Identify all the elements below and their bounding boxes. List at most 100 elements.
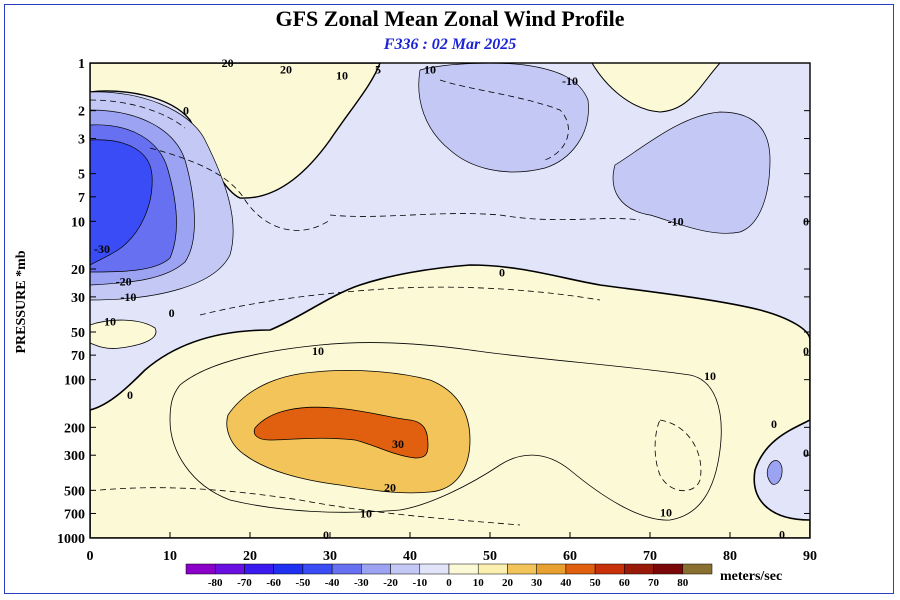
colorbar-units: meters/sec — [720, 569, 783, 584]
y-tick-label: 700 — [64, 507, 85, 522]
contour-label: 10 — [424, 63, 436, 77]
contour-label: 0 — [803, 446, 809, 460]
colorbar-swatch — [624, 563, 654, 575]
colorbar-label: 30 — [531, 577, 543, 589]
colorbar-swatch — [273, 563, 304, 575]
fill-negative-upper-middle — [418, 63, 589, 173]
colorbar-swatch — [536, 563, 567, 575]
y-tick-label: 1000 — [57, 532, 85, 547]
contour-label: 10 — [660, 505, 672, 519]
contour-label: 0 — [779, 527, 785, 541]
x-tick-label: 50 — [483, 549, 497, 564]
colorbar-label: -70 — [237, 577, 252, 589]
colorbar-swatch — [477, 563, 508, 575]
colorbar-swatch — [682, 563, 713, 575]
fill-positive-upper — [90, 63, 381, 199]
colorbar-swatch — [361, 563, 391, 575]
y-tick-label: 100 — [64, 374, 85, 389]
colorbar-label: 0 — [446, 577, 452, 589]
contour-label: 20 — [222, 56, 234, 70]
fill-negative-right — [612, 111, 771, 234]
x-tick-label: 30 — [323, 549, 337, 564]
colorbar-label: -10 — [412, 577, 427, 589]
y-tick-label: 7 — [78, 191, 85, 206]
x-tick-label: 80 — [723, 549, 737, 564]
colorbar-label: -20 — [383, 577, 398, 589]
dash-contour-3 — [199, 286, 601, 316]
colorbar-swatch — [653, 563, 684, 575]
y-tick-label: 500 — [64, 484, 85, 499]
x-tick-label: 90 — [803, 549, 817, 564]
colorbar-swatch — [390, 563, 421, 575]
y-tick-label: 10 — [71, 215, 85, 230]
colorbar-swatch — [594, 563, 625, 575]
colorbar-swatch — [302, 563, 333, 575]
contour-label: -10 — [668, 214, 684, 228]
colorbar-swatch — [419, 563, 450, 575]
contour-label: 10 — [104, 315, 116, 329]
contour-label: 10 — [360, 506, 372, 520]
contour-label: -10 — [120, 290, 136, 304]
fill-positive-upper-right — [591, 63, 721, 113]
contour-label: 0 — [183, 104, 189, 118]
dash-contour-1 — [149, 147, 331, 231]
contour-fill-layer — [90, 63, 810, 538]
colorbar-swatch — [507, 563, 537, 575]
y-tick-label: 70 — [71, 349, 85, 364]
colorbar-label: 20 — [502, 577, 514, 589]
y-tick-label: 20 — [71, 263, 85, 278]
dash-contour-4 — [654, 419, 702, 492]
contour-label: 30 — [392, 437, 404, 451]
colorbar-swatch — [565, 563, 596, 575]
colorbar-label: -40 — [325, 577, 340, 589]
colorbar-swatch — [185, 563, 216, 575]
colorbar-label: 60 — [619, 577, 631, 589]
contour-label: -30 — [94, 242, 110, 256]
colorbar-label: 10 — [473, 577, 485, 589]
colorbar-label: -80 — [208, 577, 223, 589]
y-tick-label: 3 — [78, 133, 85, 148]
dash-contour-6 — [439, 79, 569, 161]
x-axis: 0 10 20 30 40 50 60 70 80 90 — [87, 532, 817, 564]
colorbar-label: -50 — [296, 577, 311, 589]
x-tick-label: 0 — [87, 549, 94, 564]
contour-label: 0 — [127, 388, 133, 402]
colorbar-label: 80 — [677, 577, 689, 589]
contour-label: 20 — [384, 481, 396, 495]
chart-title: GFS Zonal Mean Zonal Wind Profile — [275, 6, 625, 31]
y-tick-label: 50 — [71, 326, 85, 341]
y-tick-label: 1 — [78, 57, 85, 72]
colorbar-label: -30 — [354, 577, 369, 589]
contour-label: 0 — [169, 306, 175, 320]
y-tick-label: 2 — [78, 105, 85, 120]
colorbar-label: 50 — [590, 577, 602, 589]
colorbar-swatch — [448, 563, 479, 575]
chart-subtitle: F336 : 02 Mar 2025 — [383, 36, 517, 53]
dash-contour-2 — [329, 213, 641, 221]
dash-contour-7 — [90, 99, 186, 129]
contour-label: 10 — [312, 344, 324, 358]
dash-contour-5 — [99, 487, 521, 526]
plot-border — [89, 62, 811, 539]
colorbar-swatch — [244, 563, 274, 575]
fill-negative-40 — [90, 139, 153, 266]
contour-label: 20 — [280, 63, 292, 77]
colorbar-label: -60 — [266, 577, 281, 589]
y-tick-label: 200 — [64, 421, 85, 436]
contour-label: -20 — [116, 275, 132, 289]
contour-label: -10 — [562, 74, 578, 88]
x-tick-label: 70 — [643, 549, 657, 564]
chart-frame — [4, 4, 894, 594]
contour-label: 0 — [323, 528, 329, 542]
contour-label: 0 — [771, 417, 777, 431]
contour-label: 10 — [336, 69, 348, 83]
contour-label: 0 — [499, 265, 505, 279]
contour-label: 10 — [704, 369, 716, 383]
fill-negative-small — [766, 460, 783, 485]
y-tick-label: 30 — [71, 291, 85, 306]
colorbar: -80 -70 -60 -50 -40 -30 -20 -10 0 10 20 30 40 50 60 70 8… — [185, 563, 713, 589]
x-tick-label: 10 — [163, 549, 177, 564]
colorbar-label: 70 — [648, 577, 660, 589]
